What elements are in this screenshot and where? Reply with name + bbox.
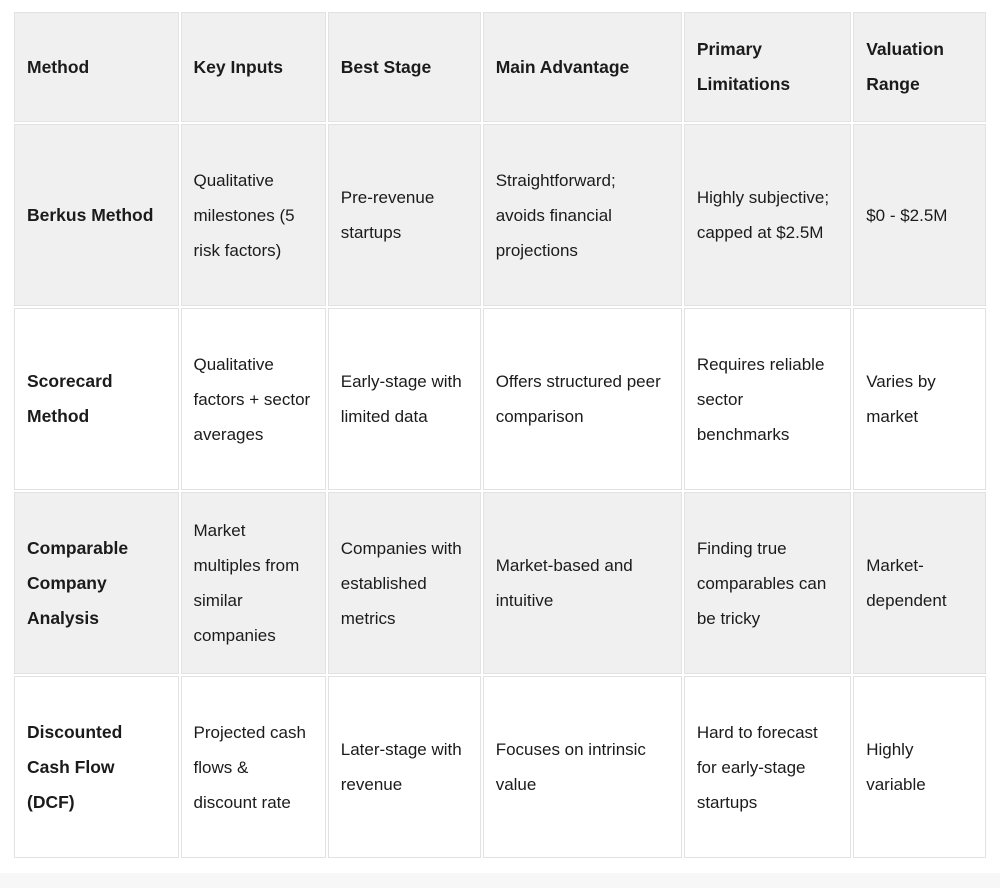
header-cell-best-stage: Best Stage — [327, 12, 481, 122]
header-cell-main-advantage: Main Advantage — [482, 12, 682, 122]
table-cell: Qualitative factors + sector averages — [180, 308, 326, 490]
table-cell: Projected cash flows & discount rate — [180, 676, 326, 858]
valuation-methods-table: Method Key Inputs Best Stage Main Advant… — [12, 10, 988, 860]
table-cell: Later-stage with revenue — [327, 676, 481, 858]
table-cell: Highly subjective; capped at $2.5M — [683, 124, 852, 306]
table-cell: Varies by market — [853, 308, 986, 490]
table-cell: Requires reliable sector benchmarks — [683, 308, 852, 490]
method-cell: Scorecard Method — [14, 308, 179, 490]
table-cell: Straightforward; avoids financial projec… — [482, 124, 682, 306]
method-cell: Discounted Cash Flow (DCF) — [14, 676, 179, 858]
table-cell: Finding true comparables can be tricky — [683, 492, 852, 674]
header-cell-key-inputs: Key Inputs — [180, 12, 326, 122]
table-row-berkus: Berkus Method Qualitative milestones (5 … — [14, 124, 986, 306]
table-cell: Market-dependent — [853, 492, 986, 674]
table-row-dcf: Discounted Cash Flow (DCF) Projected cas… — [14, 676, 986, 858]
header-cell-method: Method — [14, 12, 179, 122]
table-cell: Early-stage with limited data — [327, 308, 481, 490]
table-row-scorecard: Scorecard Method Qualitative factors + s… — [14, 308, 986, 490]
table-row-comparable: Comparable Company Analysis Market multi… — [14, 492, 986, 674]
page-bottom-strip — [0, 873, 1000, 888]
table-cell: Offers structured peer comparison — [482, 308, 682, 490]
table-cell: Market-based and intuitive — [482, 492, 682, 674]
table-cell: Companies with established metrics — [327, 492, 481, 674]
table-cell: Market multiples from similar companies — [180, 492, 326, 674]
table-header-row: Method Key Inputs Best Stage Main Advant… — [14, 12, 986, 122]
method-cell: Comparable Company Analysis — [14, 492, 179, 674]
table-cell: Highly variable — [853, 676, 986, 858]
table-cell: Pre-revenue startups — [327, 124, 481, 306]
table-cell: Qualitative milestones (5 risk factors) — [180, 124, 326, 306]
table-cell: Focuses on intrinsic value — [482, 676, 682, 858]
table-cell: Hard to forecast for early-stage startup… — [683, 676, 852, 858]
page-container: Method Key Inputs Best Stage Main Advant… — [12, 10, 988, 860]
header-cell-primary-limitations: Primary Limitations — [683, 12, 852, 122]
method-cell: Berkus Method — [14, 124, 179, 306]
header-cell-valuation-range: Valuation Range — [853, 12, 986, 122]
table-cell: $0 - $2.5M — [853, 124, 986, 306]
